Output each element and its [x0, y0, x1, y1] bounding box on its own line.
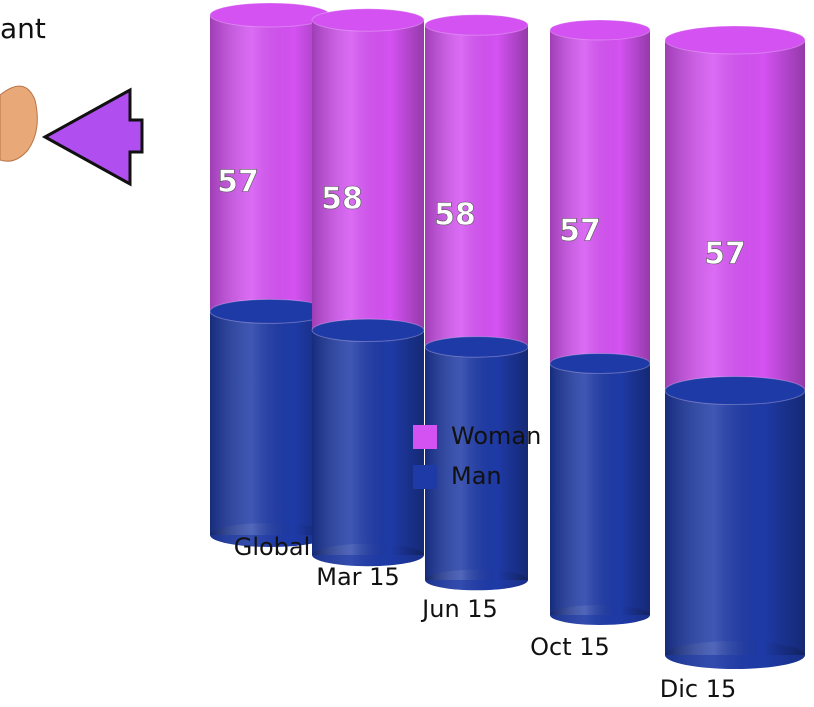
- cylinder-cap: [424, 14, 529, 36]
- x-tick-label: Jun 15: [420, 595, 498, 623]
- cylinder-shade: [425, 346, 528, 580]
- cylinder-shade: [312, 330, 424, 555]
- legend-label: Man: [451, 462, 502, 490]
- cylinder-shade: [312, 20, 424, 331]
- cylinder-cap: [549, 352, 651, 374]
- heading-fragment: ant: [0, 12, 46, 45]
- data-label: 57: [704, 237, 746, 272]
- x-tick-label: Dic 15: [660, 675, 737, 703]
- data-label: 57: [559, 214, 601, 249]
- plot: 57 Global 58 Mar 15 58 Jun 15 57 Oct 15 57 Dic 15: [209, 2, 806, 703]
- arm-image: [0, 85, 38, 162]
- legend-label: Woman: [451, 422, 541, 450]
- legend: Woman Man: [413, 422, 541, 490]
- cylinder-shade: [425, 25, 528, 347]
- cylinder-shade: [550, 363, 650, 615]
- cylinder-cap: [311, 8, 425, 32]
- cylinder-cap: [549, 19, 651, 41]
- data-label: 58: [321, 182, 363, 217]
- cylinder-shade: [665, 390, 805, 655]
- cylinder-shade: [550, 30, 650, 364]
- cylinder-shade: [210, 311, 330, 535]
- cylinder-cap: [664, 25, 806, 55]
- x-tick-label: Global: [234, 533, 311, 561]
- legend-swatch: [413, 465, 437, 489]
- cylinder-cap: [664, 376, 806, 406]
- data-label: 58: [434, 198, 476, 233]
- arrow-icon: [41, 87, 144, 187]
- cylinder-cap: [424, 336, 529, 358]
- x-tick-label: Oct 15: [530, 633, 610, 661]
- legend-swatch: [413, 425, 437, 449]
- cylinder-shade: [210, 15, 330, 312]
- x-tick-label: Mar 15: [316, 563, 399, 591]
- cylinder-shade: [665, 40, 805, 391]
- data-label: 57: [217, 165, 259, 200]
- cylinder-cap: [311, 318, 425, 342]
